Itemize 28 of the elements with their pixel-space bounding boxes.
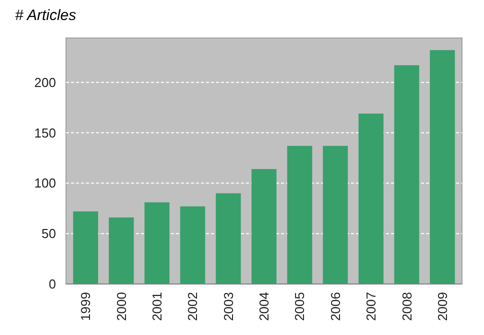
x-tick-label: 2003 xyxy=(220,292,236,321)
bar xyxy=(430,50,455,284)
bar xyxy=(252,169,276,284)
x-tick-label: 2005 xyxy=(292,292,308,321)
bar xyxy=(108,217,134,284)
bar xyxy=(358,114,384,284)
chart-title: # Articles xyxy=(15,7,77,24)
x-tick-label: 2001 xyxy=(150,292,165,321)
bar xyxy=(394,65,420,284)
x-tick-label: 2006 xyxy=(328,292,343,321)
x-tick-label: 2002 xyxy=(185,292,200,321)
y-tick-label: 50 xyxy=(42,226,56,242)
x-tick-label: 2008 xyxy=(399,292,414,321)
y-tick-label: 0 xyxy=(48,276,56,292)
y-tick-label: 150 xyxy=(34,125,56,140)
bar xyxy=(287,146,312,284)
x-tick-label: 1999 xyxy=(78,292,94,321)
x-tick-label: 2004 xyxy=(256,292,272,321)
bar xyxy=(322,146,348,284)
x-tick-label: 2007 xyxy=(364,292,379,321)
x-tick-label: 2000 xyxy=(114,292,129,321)
bar xyxy=(73,211,98,284)
bar xyxy=(180,206,206,284)
bar xyxy=(216,193,241,284)
x-tick-label: 2009 xyxy=(434,292,450,321)
bar xyxy=(144,202,170,284)
y-tick-label: 100 xyxy=(34,176,56,191)
y-tick-label: 200 xyxy=(34,74,56,90)
